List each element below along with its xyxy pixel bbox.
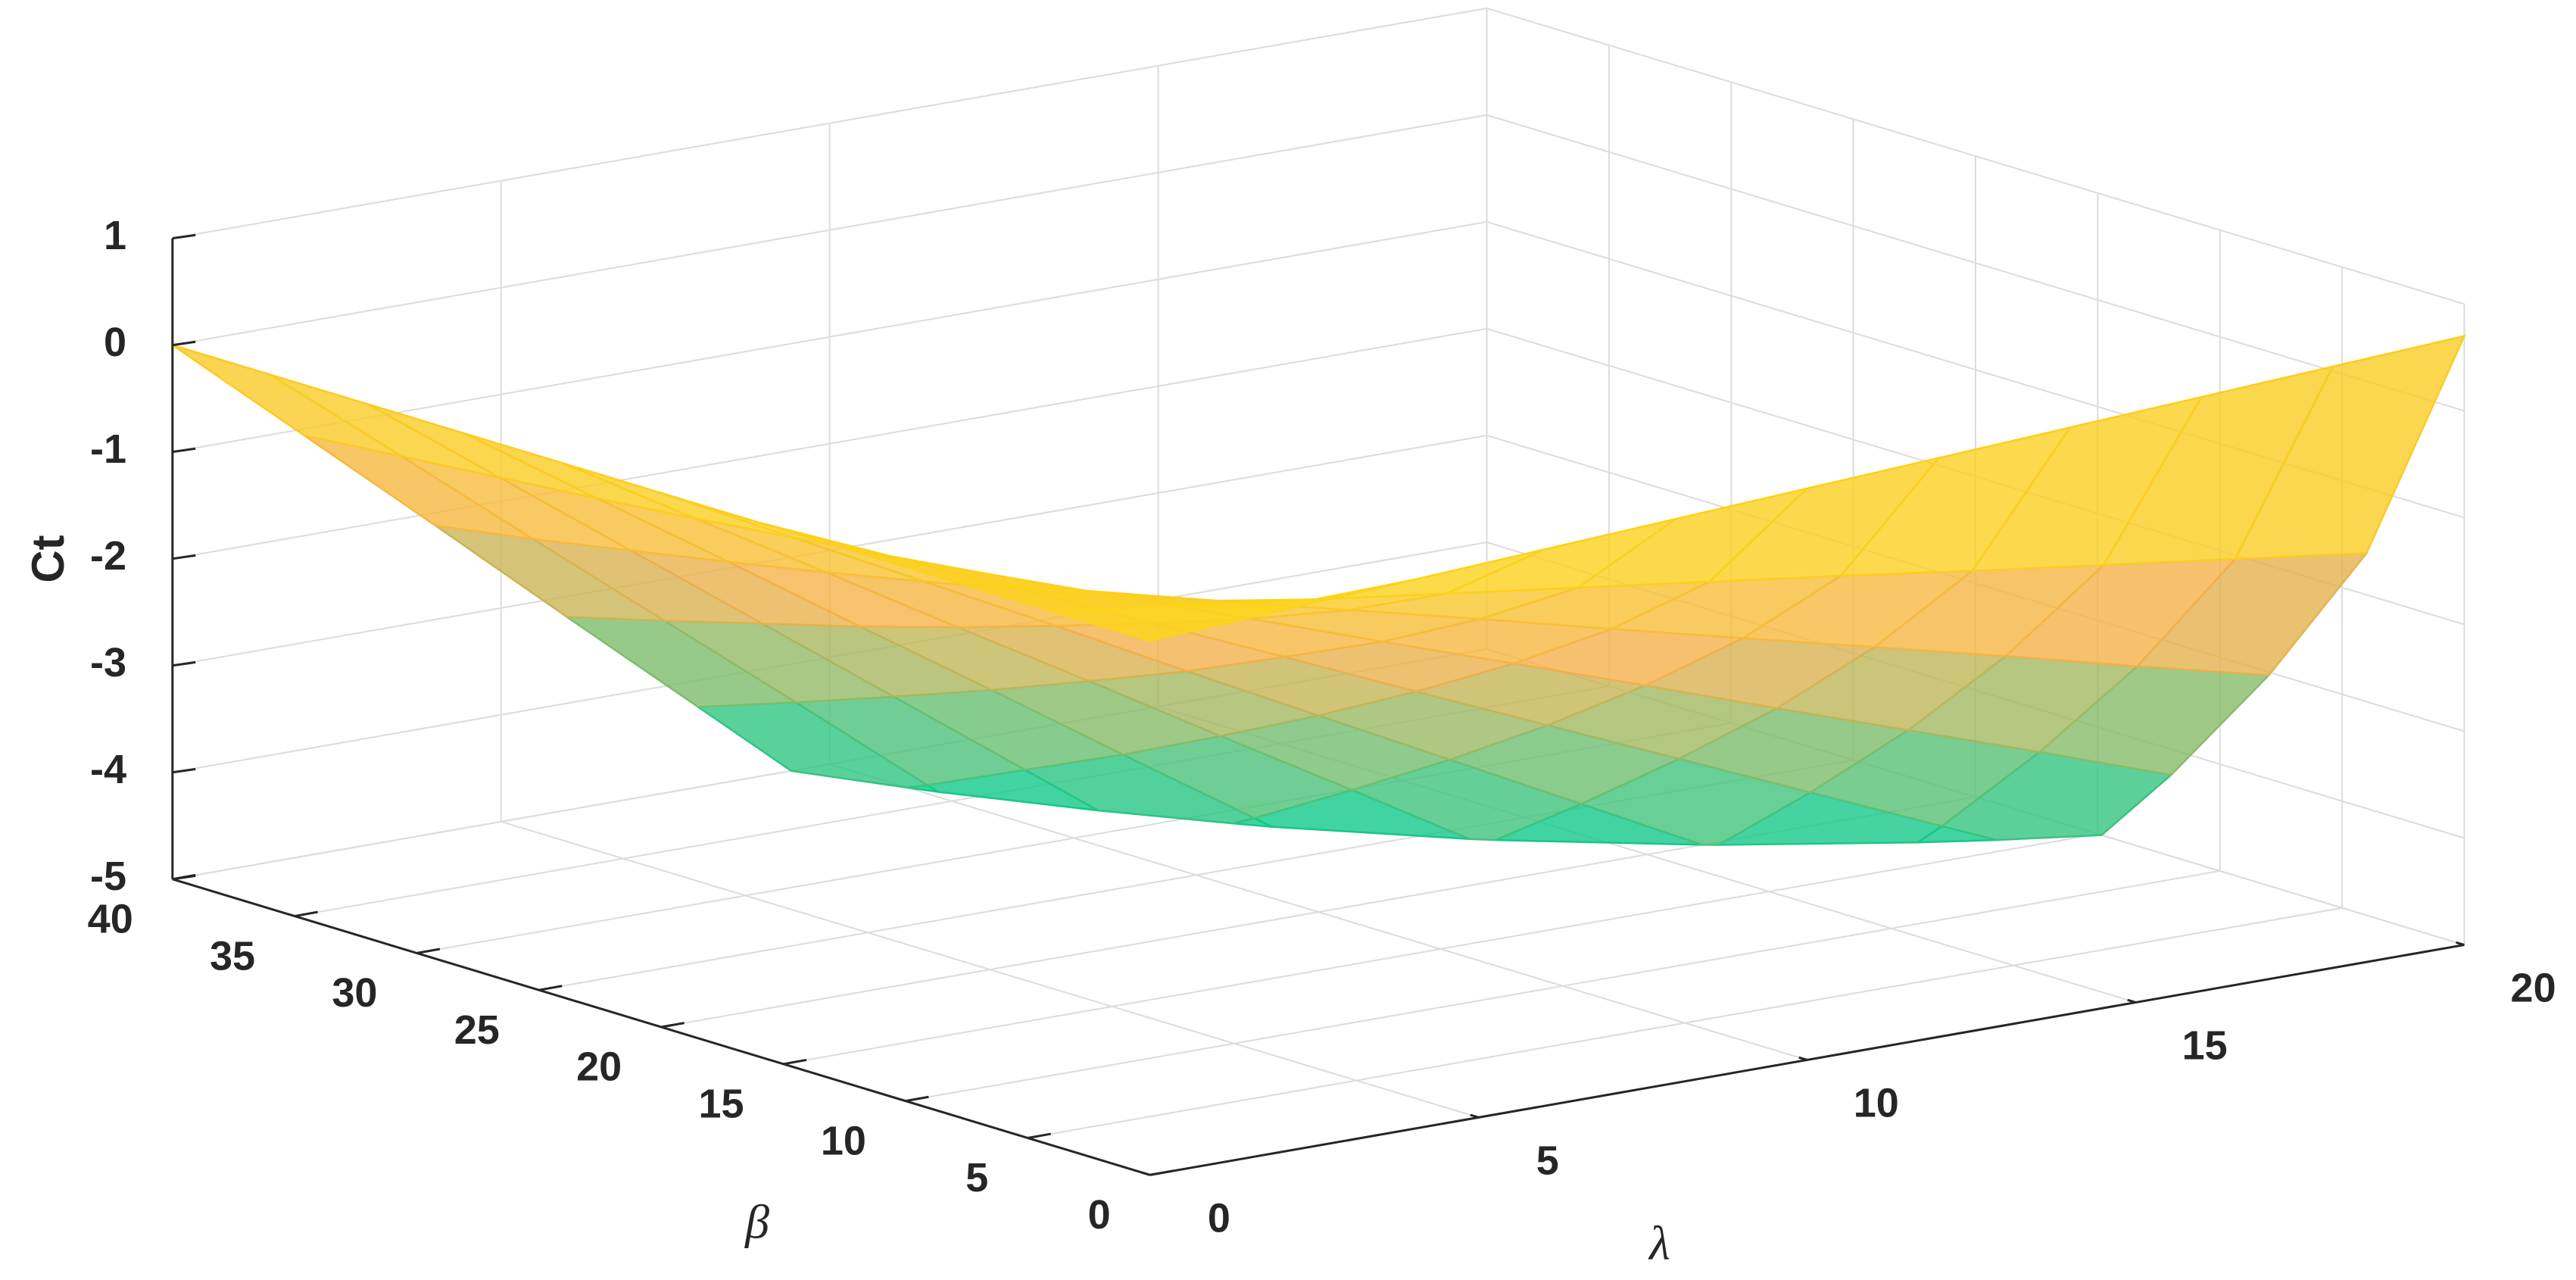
z-axis-label: Ct xyxy=(23,535,73,582)
y-tick-label: 5 xyxy=(965,1155,988,1200)
y-tick xyxy=(1028,1132,1052,1139)
y-tick xyxy=(294,910,318,918)
surface-layer xyxy=(172,334,2466,846)
y-axis-label: β xyxy=(744,1195,769,1249)
y-tick xyxy=(538,985,563,991)
z-tick-label: 0 xyxy=(104,320,126,365)
x-axis-label: λ xyxy=(1648,1216,1670,1270)
z-tick-label: 1 xyxy=(104,213,126,258)
z-tick xyxy=(172,233,196,240)
y-tick-label: 25 xyxy=(454,1007,500,1053)
z-tick xyxy=(172,660,196,667)
y-tick-label: 0 xyxy=(1088,1192,1111,1238)
grid-line xyxy=(783,833,2098,1065)
x-tick xyxy=(2456,941,2465,946)
y-tick xyxy=(661,1022,685,1029)
grid-line xyxy=(172,7,1487,239)
y-tick-label: 10 xyxy=(821,1118,866,1163)
x-tick-label: 20 xyxy=(2511,966,2556,1011)
x-tick xyxy=(1798,1056,1808,1061)
x-tick xyxy=(2127,998,2136,1004)
grid-line xyxy=(1028,907,2343,1139)
z-tick-label: -3 xyxy=(90,640,126,685)
z-tick xyxy=(172,447,196,454)
x-tick xyxy=(1470,1113,1480,1119)
y-tick xyxy=(416,948,441,954)
z-tick xyxy=(172,767,196,774)
z-tick-label: -4 xyxy=(90,747,126,792)
y-tick xyxy=(172,873,196,881)
z-tick-label: -1 xyxy=(90,426,126,472)
z-tick-label: -5 xyxy=(90,854,126,899)
y-tick-label: 15 xyxy=(698,1082,744,1127)
grid-line xyxy=(1486,7,2465,305)
z-tick xyxy=(172,340,196,347)
x-tick-label: 0 xyxy=(1208,1195,1230,1241)
y-tick xyxy=(1149,1169,1174,1176)
y-axis-line xyxy=(172,878,1151,1176)
surface-patch xyxy=(1052,604,1282,642)
x-tick-label: 5 xyxy=(1536,1138,1559,1183)
grid-line xyxy=(905,869,2220,1102)
grid-line xyxy=(1486,114,2465,412)
surface-patch xyxy=(172,344,403,457)
grid-line xyxy=(172,327,1487,560)
y-tick xyxy=(783,1058,807,1066)
x-tick-label: 15 xyxy=(2182,1022,2228,1068)
y-tick-label: 20 xyxy=(576,1044,622,1090)
y-tick xyxy=(905,1095,929,1103)
x-tick xyxy=(1141,1171,1151,1176)
y-tick-label: 40 xyxy=(88,896,133,941)
x-tick-label: 10 xyxy=(1854,1080,1899,1125)
y-tick-label: 35 xyxy=(210,933,255,979)
z-tick-label: -2 xyxy=(90,533,126,579)
z-tick xyxy=(172,554,196,560)
y-tick-label: 30 xyxy=(332,970,377,1016)
grid-line xyxy=(172,114,1487,346)
